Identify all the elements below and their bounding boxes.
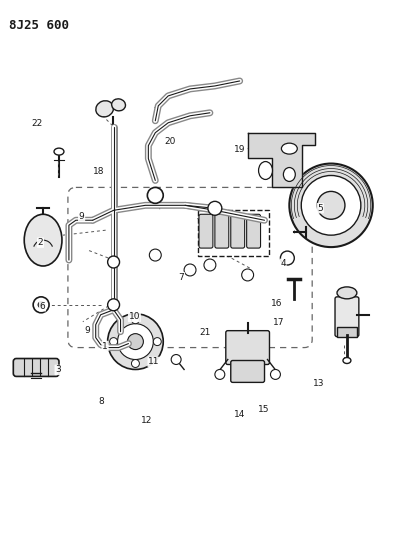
Circle shape — [208, 201, 222, 215]
Text: 19: 19 — [234, 146, 246, 155]
Circle shape — [110, 337, 117, 345]
Circle shape — [117, 324, 153, 360]
Ellipse shape — [343, 358, 351, 364]
Text: 9: 9 — [79, 212, 84, 221]
Ellipse shape — [24, 214, 62, 266]
Text: 13: 13 — [312, 378, 324, 387]
FancyBboxPatch shape — [199, 214, 213, 248]
Text: 11: 11 — [148, 358, 160, 367]
FancyBboxPatch shape — [231, 360, 264, 382]
Text: 8J25 600: 8J25 600 — [9, 19, 69, 33]
Circle shape — [215, 369, 225, 379]
Circle shape — [270, 369, 281, 379]
Circle shape — [171, 354, 181, 365]
Circle shape — [132, 316, 139, 324]
FancyBboxPatch shape — [231, 214, 245, 248]
Text: 17: 17 — [273, 318, 285, 327]
Circle shape — [289, 164, 373, 247]
Text: 6: 6 — [39, 302, 45, 311]
Circle shape — [108, 299, 119, 311]
Circle shape — [108, 256, 119, 268]
Circle shape — [184, 264, 196, 276]
Ellipse shape — [96, 101, 113, 117]
Circle shape — [153, 337, 161, 345]
Text: 20: 20 — [164, 138, 175, 147]
Circle shape — [301, 175, 361, 235]
Text: 18: 18 — [93, 166, 105, 175]
Circle shape — [147, 188, 163, 203]
Circle shape — [33, 297, 49, 313]
Text: 7: 7 — [178, 272, 184, 281]
Ellipse shape — [258, 161, 273, 180]
Text: 12: 12 — [140, 416, 152, 425]
Text: 1: 1 — [102, 342, 108, 351]
FancyBboxPatch shape — [226, 330, 269, 365]
Text: 22: 22 — [31, 119, 42, 128]
Circle shape — [38, 302, 44, 308]
Ellipse shape — [283, 167, 295, 181]
Text: 16: 16 — [271, 299, 283, 308]
Text: 8: 8 — [98, 397, 104, 406]
Bar — [198, 211, 269, 256]
Text: 2: 2 — [38, 238, 43, 247]
Circle shape — [242, 269, 254, 281]
Ellipse shape — [54, 148, 64, 155]
FancyBboxPatch shape — [335, 297, 359, 337]
Text: 14: 14 — [234, 410, 246, 419]
Circle shape — [108, 314, 163, 369]
Text: 4: 4 — [280, 260, 286, 268]
Circle shape — [317, 191, 345, 219]
Circle shape — [128, 334, 143, 350]
Bar — [337, 327, 357, 337]
Text: 15: 15 — [258, 405, 269, 414]
Circle shape — [149, 249, 161, 261]
Text: 21: 21 — [199, 328, 210, 337]
Ellipse shape — [337, 287, 357, 299]
FancyBboxPatch shape — [13, 359, 59, 376]
FancyBboxPatch shape — [215, 214, 229, 248]
Text: 5: 5 — [317, 204, 323, 213]
FancyBboxPatch shape — [247, 214, 260, 248]
Circle shape — [281, 251, 294, 265]
Ellipse shape — [281, 143, 297, 154]
Text: 9: 9 — [85, 326, 90, 335]
Circle shape — [132, 360, 139, 367]
Ellipse shape — [112, 99, 125, 111]
Text: 10: 10 — [129, 312, 140, 321]
Polygon shape — [248, 133, 315, 188]
Text: 3: 3 — [55, 366, 61, 374]
Circle shape — [204, 259, 216, 271]
